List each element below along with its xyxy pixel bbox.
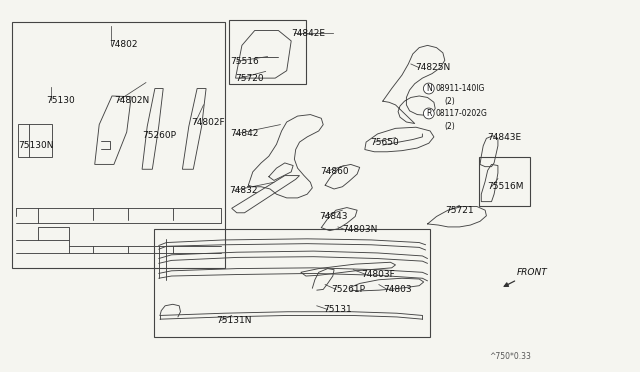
Text: 74843E: 74843E bbox=[488, 133, 522, 142]
Text: 74842E: 74842E bbox=[291, 29, 325, 38]
Text: 75720: 75720 bbox=[236, 74, 264, 83]
Text: 74860: 74860 bbox=[320, 167, 349, 176]
Text: ^750*0.33: ^750*0.33 bbox=[490, 352, 531, 361]
Text: 75650: 75650 bbox=[370, 138, 399, 147]
Text: 74802F: 74802F bbox=[191, 118, 225, 127]
Bar bbox=[229, 20, 306, 84]
Text: 74802N: 74802N bbox=[114, 96, 149, 105]
Text: 74832: 74832 bbox=[229, 186, 258, 195]
Text: 75261P: 75261P bbox=[332, 285, 365, 294]
Text: 74825N: 74825N bbox=[415, 63, 450, 72]
Text: (2): (2) bbox=[445, 97, 456, 106]
Text: 75131N: 75131N bbox=[216, 316, 252, 325]
Text: 74842: 74842 bbox=[230, 129, 259, 138]
Bar bbox=[154, 229, 430, 337]
Text: 74803F: 74803F bbox=[362, 270, 396, 279]
Text: (2): (2) bbox=[445, 122, 456, 131]
Text: FRONT: FRONT bbox=[517, 268, 548, 277]
Text: 75721: 75721 bbox=[445, 206, 474, 215]
Text: 75260P: 75260P bbox=[142, 131, 176, 140]
Text: 74802: 74802 bbox=[109, 40, 138, 49]
Text: 74803: 74803 bbox=[383, 285, 412, 294]
Bar bbox=[12, 22, 225, 268]
Text: 75516M: 75516M bbox=[488, 182, 524, 191]
Text: 08911-140IG: 08911-140IG bbox=[436, 84, 485, 93]
Text: 75131: 75131 bbox=[323, 305, 352, 314]
Bar bbox=[479, 157, 530, 206]
Text: 75130N: 75130N bbox=[18, 141, 53, 150]
Text: R: R bbox=[426, 109, 431, 118]
Text: 74803N: 74803N bbox=[342, 225, 378, 234]
Text: 08117-0202G: 08117-0202G bbox=[436, 109, 488, 118]
Text: 74843: 74843 bbox=[319, 212, 348, 221]
Text: N: N bbox=[426, 84, 431, 93]
Text: 75516: 75516 bbox=[230, 57, 259, 66]
Text: 75130: 75130 bbox=[46, 96, 75, 105]
